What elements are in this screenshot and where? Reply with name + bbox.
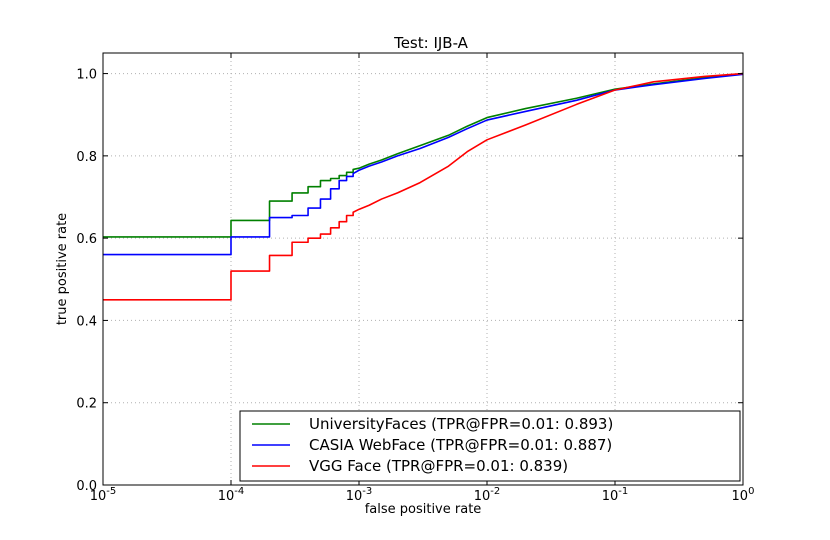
series-line-0 <box>103 72 744 238</box>
plot-frame <box>102 52 744 486</box>
series-layer <box>103 72 744 301</box>
x-axis-label: false positive rate <box>365 502 482 517</box>
y-tick-label: 0.6 <box>76 232 97 247</box>
legend-label-1: CASIA WebFace (TPR@FPR=0.01: 0.887) <box>309 436 612 454</box>
y-tick-label: 1.0 <box>76 68 97 83</box>
y-tick-label: 0.2 <box>76 397 97 412</box>
axis-ticks: 10-5 10-4 10-3 10-2 10-1 100 0.0 0.2 0.4 0.6 0.8 1.… <box>76 53 754 504</box>
legend-box <box>239 410 741 482</box>
y-tick-label: 0.8 <box>76 150 97 165</box>
x-tick-label: 10-2 <box>474 486 501 504</box>
x-tick-label: 10-5 <box>90 486 117 504</box>
series-line-2 <box>103 72 744 301</box>
x-tick-label: 100 <box>732 486 755 504</box>
legend-label-2: VGG Face (TPR@FPR=0.01: 0.839) <box>309 457 568 475</box>
x-tick-label: 10-1 <box>602 486 629 504</box>
x-tick-label: 10-3 <box>346 486 373 504</box>
y-axis-label: true positive rate <box>55 213 70 325</box>
grid <box>103 53 743 485</box>
y-tick-label: 0.0 <box>76 479 97 494</box>
y-tick-label: 0.4 <box>76 314 97 329</box>
legend: UniversityFaces (TPR@FPR=0.01: 0.893) CAS… <box>239 410 741 482</box>
chart-title: Test: IJB-A <box>393 34 469 52</box>
x-tick-label: 10-4 <box>218 486 245 504</box>
series-line-1 <box>103 73 744 256</box>
legend-label-0: UniversityFaces (TPR@FPR=0.01: 0.893) <box>309 415 613 433</box>
